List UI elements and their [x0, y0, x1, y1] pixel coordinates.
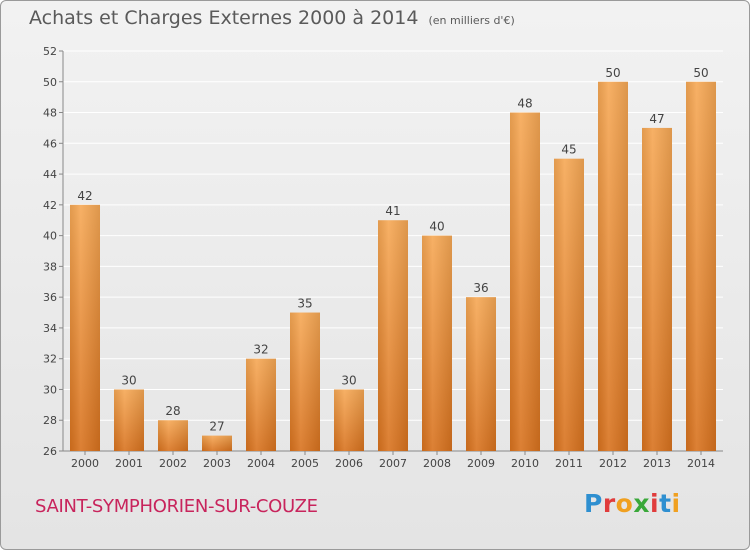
x-tick-label: 2005: [291, 457, 319, 470]
bar-shade: [510, 112, 540, 452]
logo-letter: t: [659, 489, 672, 518]
bar-shade: [70, 204, 100, 451]
proxiti-logo[interactable]: Proxiti: [584, 489, 681, 518]
commune-name: SAINT-SYMPHORIEN-SUR-COUZE: [35, 496, 318, 517]
y-tick-label: 42: [43, 199, 57, 212]
logo-letter: i: [671, 489, 681, 518]
x-tick-label: 2011: [555, 457, 583, 470]
y-tick-label: 40: [43, 230, 57, 243]
bar-shade: [290, 312, 320, 451]
y-tick-label: 30: [43, 383, 57, 396]
data-label: 45: [561, 143, 576, 157]
x-tick-label: 2006: [335, 457, 363, 470]
bar-shade: [466, 297, 496, 451]
y-tick-label: 26: [43, 445, 57, 458]
y-tick-label: 38: [43, 260, 57, 273]
data-label: 28: [165, 404, 180, 418]
data-label: 50: [693, 66, 708, 80]
data-label: 30: [121, 373, 136, 387]
logo-letter: r: [602, 489, 616, 518]
bar-shade: [334, 389, 364, 451]
bar-shade: [114, 389, 144, 451]
bar-shade: [246, 358, 276, 451]
y-tick-label: 34: [43, 322, 57, 335]
data-label: 48: [517, 97, 532, 111]
x-tick-label: 2000: [71, 457, 99, 470]
data-label: 50: [605, 66, 620, 80]
bar-shade: [422, 235, 452, 451]
chart-title-text: Achats et Charges Externes 2000 à 2014: [29, 7, 419, 29]
x-tick-label: 2003: [203, 457, 231, 470]
bar-shade: [598, 81, 628, 452]
chart-title: Achats et Charges Externes 2000 à 2014 (e…: [29, 7, 515, 29]
x-tick-label: 2013: [643, 457, 671, 470]
data-label: 36: [473, 281, 488, 295]
data-label: 27: [209, 420, 224, 434]
data-label: 30: [341, 373, 356, 387]
x-tick-label: 2008: [423, 457, 451, 470]
x-tick-label: 2009: [467, 457, 495, 470]
x-tick-label: 2007: [379, 457, 407, 470]
data-label: 40: [429, 220, 444, 234]
data-label: 41: [385, 204, 400, 218]
y-tick-label: 32: [43, 353, 57, 366]
x-tick-label: 2001: [115, 457, 143, 470]
y-tick-label: 50: [43, 76, 57, 89]
y-tick-label: 36: [43, 291, 57, 304]
logo-letter: P: [584, 489, 603, 518]
bar-shade: [378, 220, 408, 451]
x-tick-label: 2010: [511, 457, 539, 470]
x-tick-label: 2014: [687, 457, 715, 470]
logo-letter: o: [615, 489, 634, 518]
bar-shade: [686, 81, 716, 452]
y-tick-label: 52: [43, 45, 57, 58]
y-tick-label: 46: [43, 137, 57, 150]
data-label: 47: [649, 112, 664, 126]
x-tick-label: 2004: [247, 457, 275, 470]
data-label: 35: [297, 297, 312, 311]
bar-shade: [554, 158, 584, 451]
x-tick-label: 2012: [599, 457, 627, 470]
logo-letter: i: [650, 489, 660, 518]
x-tick-label: 2002: [159, 457, 187, 470]
chart-unit-note: (en milliers d'€): [428, 14, 515, 27]
bar-shade: [158, 420, 188, 451]
logo-letter: x: [633, 489, 650, 518]
bar-shade: [642, 127, 672, 451]
data-label: 32: [253, 343, 268, 357]
data-label: 42: [77, 189, 92, 203]
bar-shade: [202, 435, 232, 451]
y-tick-label: 48: [43, 107, 57, 120]
bars: [70, 81, 716, 452]
y-tick-label: 28: [43, 414, 57, 427]
y-tick-label: 44: [43, 168, 57, 181]
data-labels: 42 30 28 27 32 35 30 41 40 36 48 45 50 47 50: [77, 66, 708, 434]
